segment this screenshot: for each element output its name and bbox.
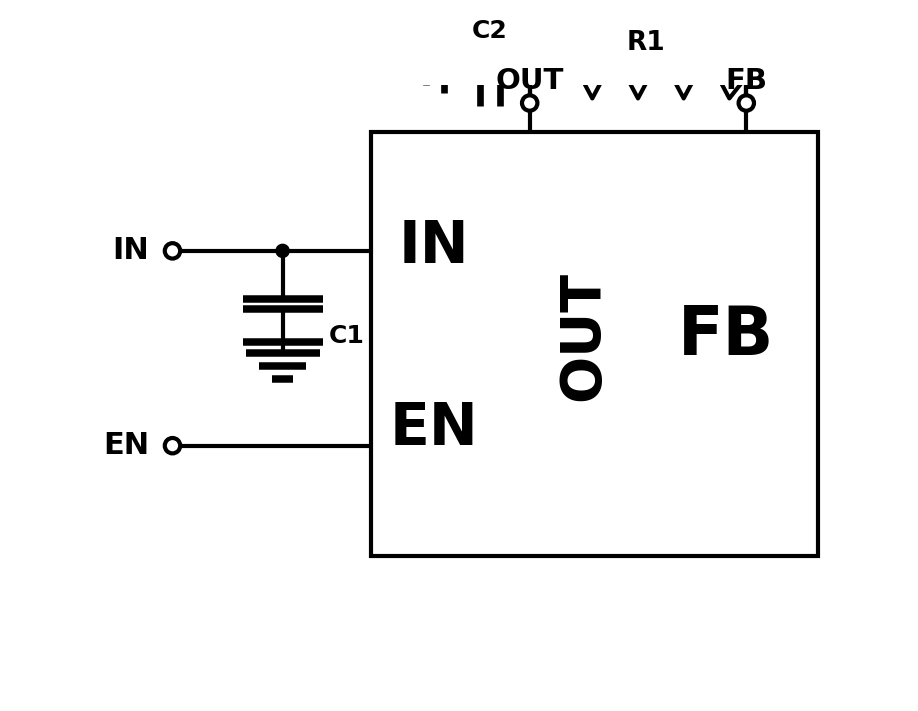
Text: C2: C2 (472, 18, 508, 43)
Text: FB: FB (725, 68, 767, 95)
Text: OUT: OUT (556, 271, 610, 400)
Text: EN: EN (103, 431, 150, 460)
Bar (371, 132, 818, 556)
Circle shape (739, 95, 754, 111)
Text: IN: IN (113, 236, 150, 265)
Text: EN: EN (390, 400, 478, 457)
Text: OUT: OUT (496, 68, 564, 95)
Circle shape (165, 243, 180, 259)
Text: FB: FB (678, 303, 774, 368)
Circle shape (276, 245, 289, 257)
Circle shape (522, 95, 537, 111)
Circle shape (740, 70, 753, 83)
Circle shape (523, 70, 536, 83)
Text: R1: R1 (626, 30, 665, 56)
Circle shape (165, 438, 180, 454)
Text: C1: C1 (329, 324, 364, 348)
Text: IN: IN (399, 218, 470, 275)
